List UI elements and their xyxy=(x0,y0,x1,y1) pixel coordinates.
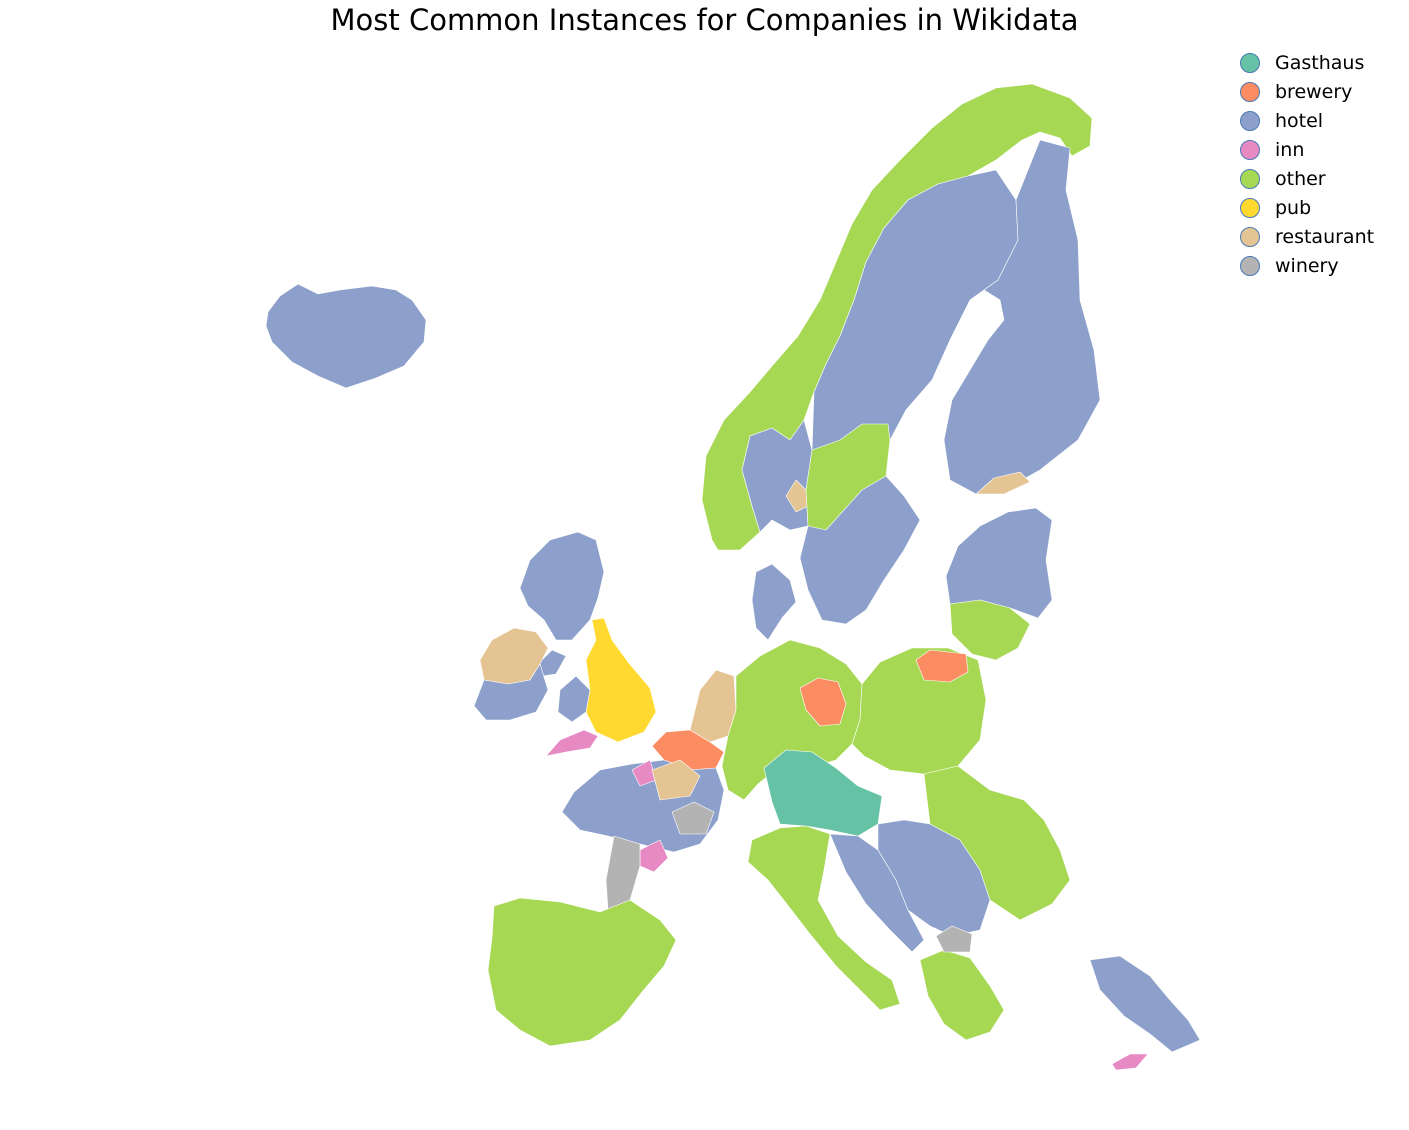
legend-item-other: other xyxy=(1240,164,1374,193)
region-iberia xyxy=(487,897,677,1047)
region-greece xyxy=(919,949,1005,1041)
legend-swatch xyxy=(1240,226,1260,247)
legend-swatch xyxy=(1240,255,1260,276)
region-champagne xyxy=(651,759,701,801)
legend-item-winery: winery xyxy=(1240,251,1374,280)
region-baltics xyxy=(945,507,1053,619)
region-wales xyxy=(557,675,591,723)
legend-label: other xyxy=(1275,167,1326,190)
legend-swatch xyxy=(1240,168,1260,189)
legend-item-inn: inn xyxy=(1240,135,1374,164)
legend-label: Gasthaus xyxy=(1275,51,1365,74)
region-macedonia xyxy=(935,925,973,953)
region-cornwall xyxy=(545,729,599,757)
region-helsinki xyxy=(975,471,1031,495)
region-burgundy xyxy=(671,801,715,835)
region-turkey-west xyxy=(1089,955,1201,1053)
region-sweden xyxy=(799,169,1019,625)
region-netherlands xyxy=(689,669,737,743)
region-bordeaux xyxy=(605,835,641,911)
legend-item-pub: pub xyxy=(1240,193,1374,222)
legend-swatch xyxy=(1240,81,1260,102)
legend-swatch xyxy=(1240,52,1260,73)
legend-item-hotel: hotel xyxy=(1240,106,1374,135)
legend-label: inn xyxy=(1275,138,1305,161)
region-podlaskie xyxy=(915,649,969,683)
region-england xyxy=(585,617,657,743)
legend-item-restaurant: restaurant xyxy=(1240,222,1374,251)
region-scotland xyxy=(519,531,605,641)
region-iceland xyxy=(265,283,427,389)
map-legend: Gasthaus brewery hotel inn other pub restauran… xyxy=(1240,48,1374,280)
legend-label: hotel xyxy=(1275,109,1324,132)
region-denmark xyxy=(751,563,797,641)
legend-label: pub xyxy=(1275,196,1312,219)
region-sweden-central xyxy=(805,423,891,531)
legend-swatch xyxy=(1240,139,1260,160)
legend-item-brewery: brewery xyxy=(1240,77,1374,106)
region-adriatic xyxy=(829,833,925,953)
legend-item-gasthaus: Gasthaus xyxy=(1240,48,1374,77)
region-ireland-south xyxy=(473,663,549,721)
map-title: Most Common Instances for Companies in W… xyxy=(330,3,1079,37)
legend-label: brewery xyxy=(1275,80,1353,103)
region-romania xyxy=(923,765,1071,921)
region-cyprus xyxy=(1111,1053,1149,1071)
region-italy xyxy=(747,825,901,1011)
legend-swatch xyxy=(1240,197,1260,218)
region-lithuania xyxy=(949,599,1031,661)
legend-label: winery xyxy=(1275,254,1339,277)
legend-label: restaurant xyxy=(1275,225,1375,248)
region-gasthaus xyxy=(763,749,883,837)
region-berlin xyxy=(799,677,847,727)
legend-swatch xyxy=(1240,110,1260,131)
